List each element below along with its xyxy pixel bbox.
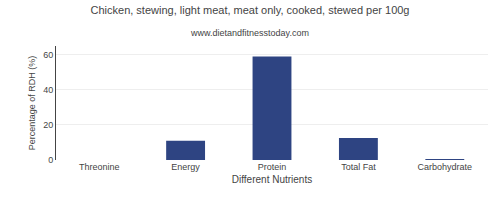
svg-text:www.dietandfitnesstoday.com: www.dietandfitnesstoday.com xyxy=(190,28,309,38)
svg-text:Energy: Energy xyxy=(171,162,200,172)
svg-text:Chicken, stewing, light meat,: Chicken, stewing, light meat, meat only,… xyxy=(91,4,410,16)
svg-text:0: 0 xyxy=(48,155,53,165)
svg-text:60: 60 xyxy=(43,50,53,60)
svg-text:40: 40 xyxy=(43,85,53,95)
svg-text:Total Fat: Total Fat xyxy=(341,162,376,172)
svg-text:Protein: Protein xyxy=(258,162,287,172)
svg-text:Percentage of RDH (%): Percentage of RDH (%) xyxy=(27,56,37,151)
svg-text:Threonine: Threonine xyxy=(79,162,120,172)
svg-text:Different Nutrients: Different Nutrients xyxy=(232,174,312,185)
svg-text:20: 20 xyxy=(43,120,53,130)
svg-text:Carbohydrate: Carbohydrate xyxy=(418,162,473,172)
